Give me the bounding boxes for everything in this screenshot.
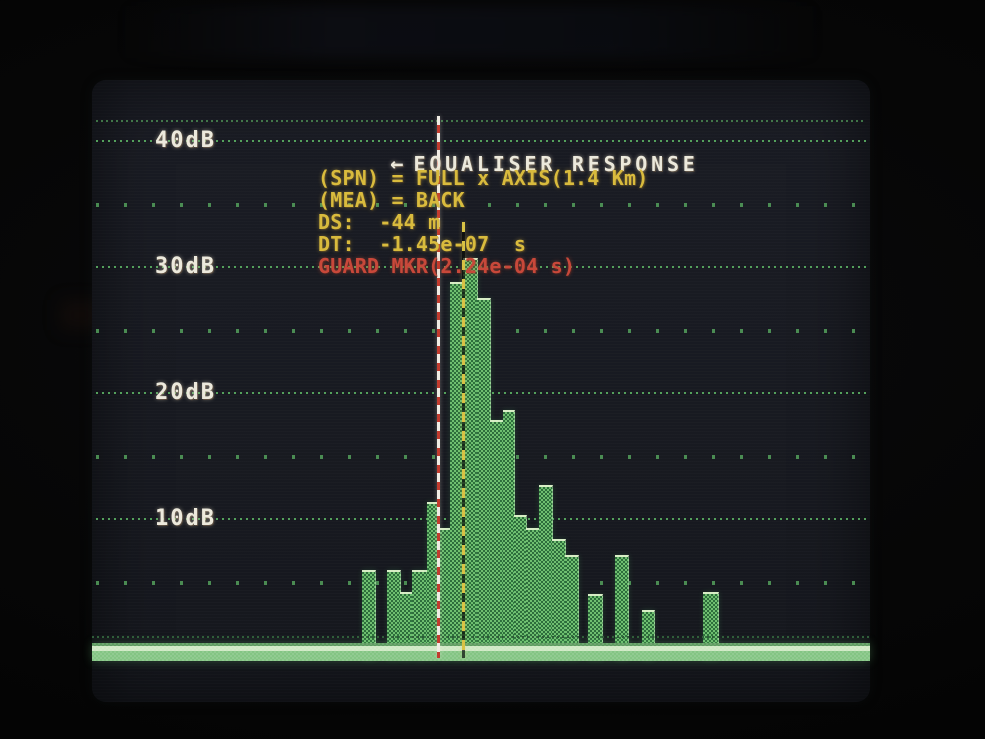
delta-marker [462, 222, 465, 658]
bar [463, 258, 478, 660]
guard-mkr-readout: GUARD MKR(2.24e-04 s) [318, 254, 576, 278]
y-axis-label-20dB: 20dB [155, 380, 216, 405]
y-axis-label-40dB: 40dB [155, 128, 216, 153]
span-readout: (SPN) = FULL x AXIS(1.4 Km) [318, 166, 649, 190]
title-text: EQUALISER RESPONSE [413, 152, 699, 176]
gridline-30db [96, 266, 866, 268]
bar [490, 419, 504, 660]
bar [526, 528, 540, 660]
zero-db-gridline [92, 636, 870, 638]
y-axis-label-10dB: 10dB [155, 506, 216, 531]
bar [552, 539, 566, 660]
dt-readout: DT: -1.45e-07 s [318, 232, 527, 256]
chart-top-border [96, 120, 866, 122]
bar [539, 485, 553, 660]
ds-readout: DS: -44 m [318, 210, 441, 234]
y-axis-label-30dB: 30dB [155, 254, 216, 279]
info-readout: (SPN) = FULL x AXIS(1.4 Km) (MEA) = BACK… [318, 167, 649, 277]
gridline-40db [96, 140, 866, 142]
bar [565, 554, 579, 660]
chart-title: ← EQUALISER RESPONSE [318, 128, 699, 201]
left-arrow-icon: ← [390, 152, 404, 177]
gridline-35db [96, 203, 866, 207]
crt-screen: 40dB 30dB 20dB 10dB ← EQUALISER RESPONSE (SP… [92, 80, 870, 702]
bar [615, 554, 629, 660]
camera-reflection [120, 6, 820, 58]
guard-marker [437, 116, 440, 658]
measure-readout: (MEA) = BACK [318, 188, 465, 212]
bar [477, 297, 491, 660]
baseline-band [92, 643, 870, 661]
